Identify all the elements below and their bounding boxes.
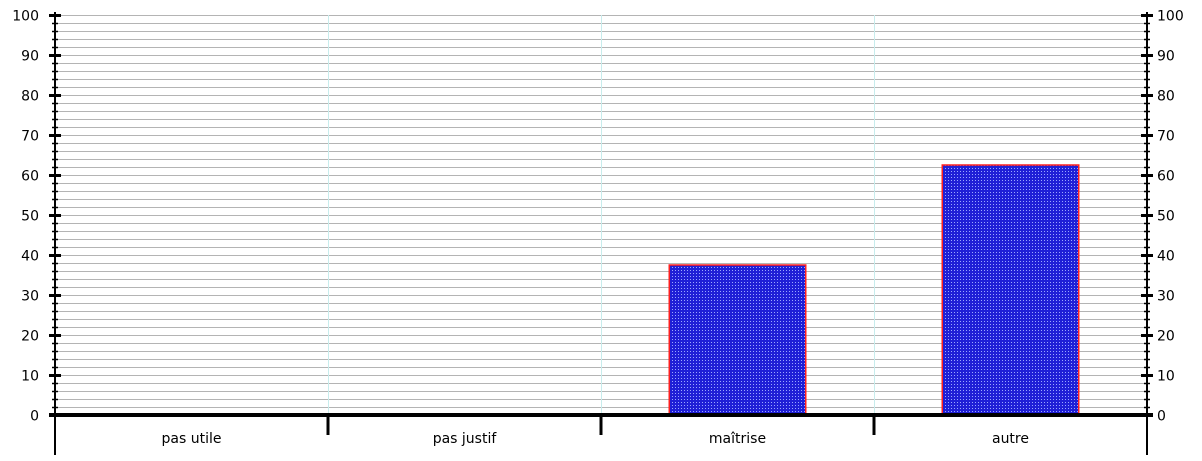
- y-tick-label-left: 90: [21, 49, 39, 65]
- y-tick-label-left: 60: [21, 169, 39, 185]
- y-tick-label-left: 70: [21, 129, 39, 145]
- y-tick-label-left: 30: [21, 289, 39, 305]
- y-tick-label-right: 40: [1157, 249, 1175, 265]
- category-label: pas justif: [433, 431, 498, 447]
- y-tick-label-left: 100: [12, 9, 39, 25]
- y-tick-label-right: 90: [1157, 49, 1175, 65]
- tick-labels: 0 0 10 10 20 20 30 30 40 40 50 50 60 60 70 70 80 80 90 90 10…: [12, 9, 1183, 425]
- y-tick-label-right: 80: [1157, 89, 1175, 105]
- y-tick-label-left: 0: [30, 409, 39, 425]
- category-label: maîtrise: [709, 431, 766, 447]
- category-label: autre: [992, 431, 1029, 447]
- category-labels: pas utile pas justif maîtrise autre: [162, 431, 1029, 447]
- axes: [49, 12, 1153, 455]
- bar-autre: [941, 164, 1080, 416]
- y-tick-label-left: 50: [21, 209, 39, 225]
- bars: [668, 164, 1080, 416]
- y-tick-label-right: 50: [1157, 209, 1175, 225]
- y-tick-label-right: 100: [1157, 9, 1184, 25]
- y-tick-label-right: 20: [1157, 329, 1175, 345]
- y-tick-label-right: 10: [1157, 369, 1175, 385]
- y-tick-label-left: 20: [21, 329, 39, 345]
- y-tick-label-right: 70: [1157, 129, 1175, 145]
- y-tick-label-right: 0: [1157, 409, 1166, 425]
- y-tick-label-right: 60: [1157, 169, 1175, 185]
- y-tick-label-left: 40: [21, 249, 39, 265]
- bar-maîtrise: [668, 264, 807, 416]
- y-tick-label-left: 10: [21, 369, 39, 385]
- category-label: pas utile: [162, 431, 222, 447]
- y-tick-label-right: 30: [1157, 289, 1175, 305]
- y-tick-label-left: 80: [21, 89, 39, 105]
- category-dividers: [328, 15, 875, 415]
